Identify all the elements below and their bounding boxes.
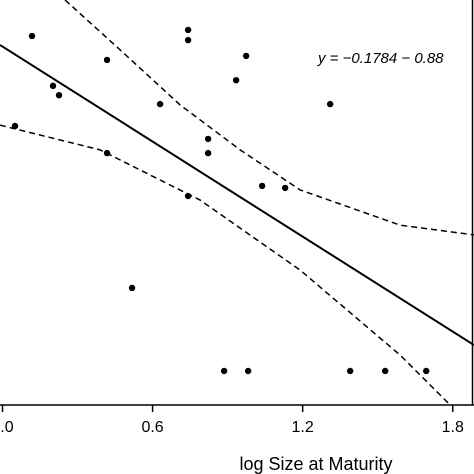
point [281,184,289,192]
point [103,149,111,157]
ci-upper-line [64,0,474,236]
point [28,32,36,40]
x-axis-label: log Size at Maturity [239,454,392,474]
point [326,100,334,108]
point [55,91,63,99]
point [346,367,354,375]
point [244,367,252,375]
point [232,76,240,84]
ci-lower-line [0,124,451,406]
point [204,135,212,143]
x-tick-label: 1.8 [442,419,464,436]
point [11,122,19,130]
point [128,284,136,292]
point [184,36,192,44]
equation-annotation: y = −0.1784 − 0.88 [317,50,444,67]
point [423,367,430,375]
point [204,149,212,157]
x-tick-label: 0.6 [141,419,163,436]
point [103,56,111,64]
point [220,367,228,375]
point [49,82,57,90]
point [184,26,192,34]
point [184,192,192,200]
fit-line [0,44,474,346]
point [242,52,250,60]
point [258,182,266,190]
point [382,367,389,375]
x-tick-label: 1.2 [292,419,314,436]
x-tick-label: 0.0 [0,419,14,436]
point [156,100,164,108]
